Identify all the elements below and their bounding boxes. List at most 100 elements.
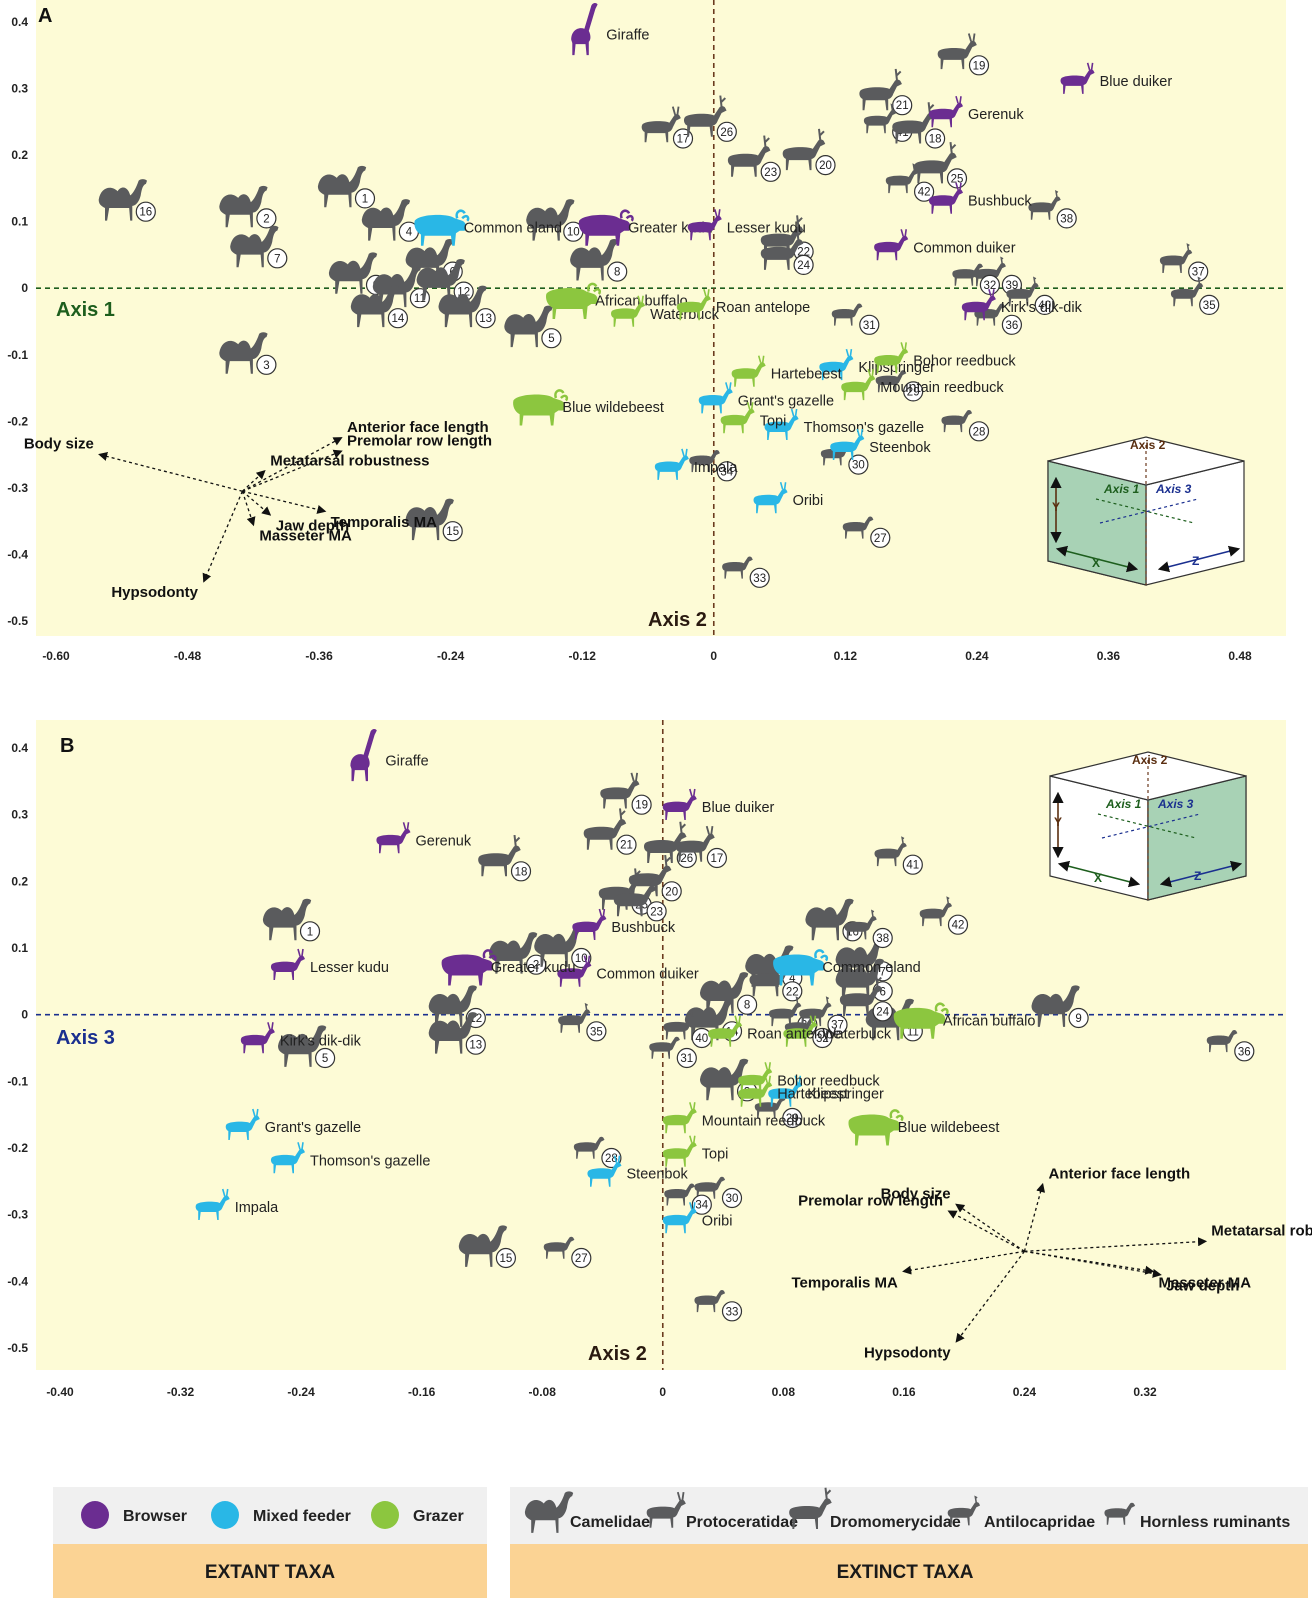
taxon-label: Steenbok: [627, 1167, 689, 1183]
specimen-number: 20: [819, 160, 832, 172]
y-tick-label: 0.3: [11, 808, 28, 822]
specimen-number: 21: [896, 100, 909, 112]
legend-extant-box: [53, 1487, 487, 1544]
specimen-number: 11: [907, 1026, 919, 1038]
loading-vector-label: Metatarsal robustness: [1211, 1222, 1312, 1239]
specimen-3: 3: [219, 332, 277, 375]
specimen-number: 5: [548, 333, 554, 345]
taxon-mountain-reedbuck: Mountain reedbuck: [841, 368, 1004, 401]
specimen-number: 29: [907, 386, 920, 398]
grazer-swatch: [371, 1501, 399, 1529]
y-tick-label: 0.1: [11, 941, 28, 955]
taxon-kirk-s-dik-dik: Kirk's dik-dik: [240, 1022, 362, 1054]
specimen-number: 34: [720, 466, 733, 478]
specimen-number: 10: [567, 227, 580, 239]
taxon-label: Common duiker: [596, 967, 699, 983]
specimen-number: 19: [635, 800, 648, 812]
specimen-number: 2: [533, 960, 539, 972]
specimen-18: 18: [478, 834, 532, 882]
specimen-39: 39: [973, 256, 1023, 295]
x-tick-label: -0.16: [408, 1385, 436, 1399]
taxon-waterbuck: Waterbuck: [783, 1015, 892, 1047]
taxon-grant-s-gazelle: Grant's gazelle: [225, 1108, 361, 1140]
taxon-common-eland: Common eland: [414, 209, 562, 246]
loading-vector: [242, 490, 327, 514]
loading-vector-label: Hypsodonty: [864, 1344, 951, 1361]
specimen-number: 8: [744, 1000, 750, 1012]
x-tick-label: -0.24: [287, 1385, 315, 1399]
taxon-label: Grant's gazelle: [265, 1120, 361, 1136]
specimen-number: 32: [984, 280, 997, 292]
specimen-23: 23: [727, 135, 781, 182]
taxon-giraffe: Giraffe: [571, 3, 649, 56]
specimen-36: 36: [1206, 1030, 1255, 1062]
specimen-13: 13: [438, 285, 496, 329]
taxon-label: Roan antelope: [716, 300, 810, 316]
taxon-topi: Topi: [662, 1135, 728, 1167]
loading-vector: [242, 437, 343, 492]
specimen-24: 24: [760, 228, 814, 275]
specimen-number: 37: [831, 1020, 844, 1032]
specimen-26: 26: [683, 95, 737, 142]
specimen-40: 40: [1006, 276, 1055, 315]
specimen-36: 36: [974, 303, 1023, 335]
specimen-30: 30: [694, 1176, 743, 1209]
taxon-lesser-kudu: Lesser kudu: [270, 948, 389, 980]
specimen-33: 33: [694, 1290, 743, 1322]
protoceratid-icon: [646, 1491, 686, 1528]
taxon-roan-antelope: Roan antelope: [676, 288, 810, 321]
panel-letter: A: [38, 5, 52, 27]
taxon-klipspringer: Klipspringer: [768, 1075, 884, 1107]
specimen-23: 23: [613, 874, 667, 922]
taxon-label: Klipspringer: [807, 1087, 884, 1103]
x-tick-label: -0.24: [437, 649, 465, 663]
specimen-number: 42: [918, 187, 931, 199]
specimen-number: 17: [711, 853, 724, 865]
taxon-topi: Topi: [720, 402, 786, 434]
taxon-label: Thomson's gazelle: [804, 420, 924, 436]
taxon-mountain-reedbuck: Mountain reedbuck: [662, 1102, 826, 1134]
taxon-giraffe: Giraffe: [350, 729, 429, 782]
specimen-number: 21: [620, 840, 633, 852]
legend-grazer-label: Grazer: [413, 1508, 464, 1525]
taxon-label: Kirk's dik-dik: [280, 1033, 362, 1049]
specimen-number: 14: [392, 313, 405, 325]
legend-extant-bar: [53, 1544, 487, 1598]
specimen-35: 35: [558, 1002, 607, 1042]
specimen-number: 5: [322, 1053, 328, 1065]
x-tick-label: 0.32: [1133, 1385, 1157, 1399]
taxon-kirk-s-dik-dik: Kirk's dik-dik: [961, 288, 1083, 321]
x-tick-label: -0.40: [46, 1385, 74, 1399]
taxon-label: Lesser kudu: [727, 220, 806, 236]
taxon-gerenuk: Gerenuk: [928, 95, 1024, 128]
x-tick-label: -0.08: [529, 1385, 557, 1399]
loading-vector: [955, 1250, 1025, 1343]
specimen-34: 34: [689, 450, 737, 482]
legend-extinct-label: Dromomerycidae: [830, 1514, 961, 1531]
loading-vector: [902, 1250, 1025, 1275]
loading-vector: [1024, 1250, 1162, 1278]
specimen-number: 17: [677, 134, 690, 146]
taxon-oribi: Oribi: [753, 481, 823, 514]
x-tick-label: 0.24: [1013, 1385, 1037, 1399]
taxon-impala: Impala: [654, 448, 738, 480]
x-tick-label: 0.48: [1228, 649, 1252, 663]
taxon-label: Bushbuck: [611, 920, 675, 936]
specimen-number: 4: [789, 973, 796, 985]
specimen-number: 3: [263, 360, 269, 372]
x-tick-label: 0: [710, 649, 717, 663]
specimen-number: 1: [307, 926, 313, 938]
specimen-5: 5: [278, 1025, 336, 1069]
x-tick-label: -0.48: [174, 649, 202, 663]
taxon-label: Grant's gazelle: [738, 393, 834, 409]
x-tick-label: -0.60: [42, 649, 70, 663]
loading-vector-label: Body size: [881, 1186, 951, 1203]
specimen-number: 18: [929, 134, 942, 146]
taxon-label: Oribi: [702, 1213, 733, 1229]
specimen-number: 24: [797, 260, 810, 272]
specimen-38: 38: [844, 909, 893, 949]
specimen-29: 29: [875, 370, 924, 402]
y-tick-label: -0.4: [7, 1274, 28, 1288]
specimen-26: 26: [643, 821, 697, 869]
specimen-number: 34: [695, 1200, 708, 1212]
